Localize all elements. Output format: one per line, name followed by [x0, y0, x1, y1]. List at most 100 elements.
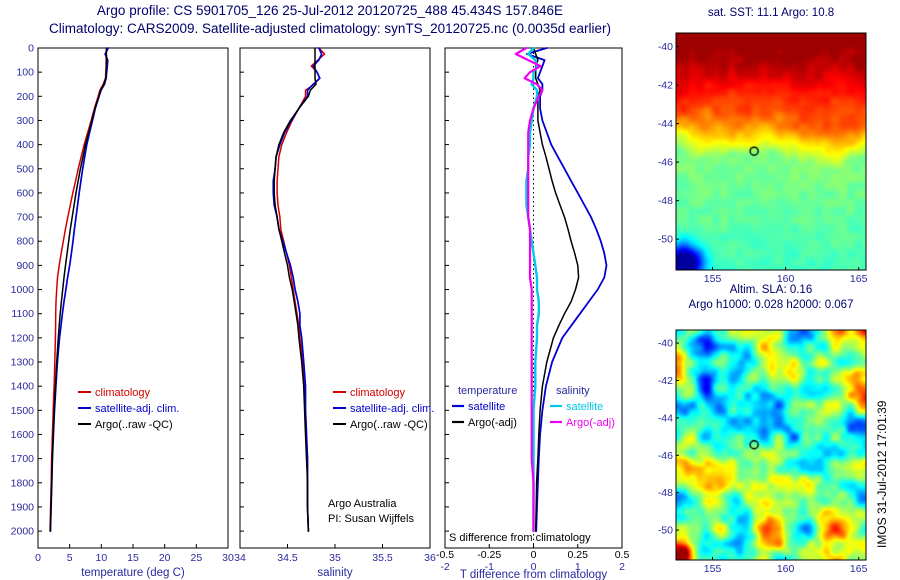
x-tick-label: 0	[35, 552, 41, 564]
y-tick-label: 1200	[11, 332, 35, 344]
sla-map-title-line-2: Argo h1000: 0.028 h2000: 0.067	[688, 299, 854, 311]
y-tick-label: 0	[28, 43, 34, 55]
map-y-tick-label: -40	[658, 338, 673, 350]
s-axis-tick-label: 0	[531, 549, 537, 561]
map-y-tick-label: -42	[658, 375, 673, 387]
panel-note: S difference from climatology	[449, 532, 591, 544]
map-x-tick-label: 165	[850, 273, 868, 285]
s-axis-tick-label: -0.5	[436, 549, 454, 561]
y-tick-label: 1600	[11, 429, 35, 441]
y-tick-label: 500	[16, 163, 34, 175]
map-y-tick-label: -48	[658, 195, 673, 207]
t-axis-tick-label: -2	[440, 561, 449, 573]
map-y-tick-label: -46	[658, 157, 673, 169]
map-x-tick-label: 160	[777, 563, 795, 575]
map-y-tick-label: -44	[658, 412, 673, 424]
series-line-satellite-adj-clim-s	[272, 47, 323, 532]
legend-group-header: salinity	[556, 385, 590, 397]
map-y-tick-label: -40	[658, 41, 673, 53]
x-tick-label: 36	[424, 552, 436, 564]
series-line-satellite-t-diff	[526, 47, 608, 532]
x-tick-label: 30	[222, 552, 234, 564]
y-tick-label: 1400	[11, 381, 35, 393]
map-y-tick-label: -50	[658, 234, 673, 246]
y-tick-label: 1300	[11, 357, 35, 369]
s-axis-tick-label: 0.5	[615, 549, 630, 561]
series-line-argo-raw-qc-	[49, 47, 108, 532]
x-axis-label-sal: salinity	[317, 567, 352, 579]
figure-title-line-1: Argo profile: CS 5901705_126 25-Jul-2012…	[96, 3, 564, 18]
y-tick-label: 2000	[11, 526, 35, 538]
map-y-tick-label: -42	[658, 80, 673, 92]
legend-label: climatology	[350, 387, 406, 399]
s-axis-tick-label: 0.25	[568, 549, 589, 561]
y-tick-label: 300	[16, 115, 34, 127]
y-tick-label: 900	[16, 260, 34, 272]
x-tick-label: 10	[95, 552, 107, 564]
axis-box-temp	[37, 47, 229, 549]
t-axis-tick-label: -1	[485, 561, 494, 573]
panel-note: PI: Susan Wijffels	[328, 513, 414, 525]
sst-map-title: sat. SST: 11.1 Argo: 10.8	[707, 7, 835, 19]
y-tick-label: 1700	[11, 453, 35, 465]
legend-label: satellite	[468, 401, 505, 413]
t-axis-tick-label: 0	[531, 561, 537, 573]
series-line-argo-t-diff	[532, 47, 580, 532]
series-line-satellite-adj-clim-	[49, 47, 110, 532]
timestamp-watermark: IMOS 31-Jul-2012 17:01:39	[875, 400, 889, 548]
t-axis-tick-label: 2	[619, 561, 625, 573]
x-tick-label: 20	[159, 552, 171, 564]
legend-label: satellite-adj. clim.	[350, 403, 434, 415]
figure-title-line-2: Climatology: CARS2009. Satellite-adjuste…	[48, 21, 612, 36]
series-line-argo-s-diff	[514, 46, 544, 533]
legend-label: Argo(..raw -QC)	[95, 419, 173, 431]
series-line-climatology	[49, 47, 108, 532]
x-axis-label-temp: temperature (deg C)	[81, 567, 185, 579]
y-tick-label: 1900	[11, 501, 35, 513]
series-line-argo-raw-s	[273, 47, 317, 532]
y-tick-label: 400	[16, 139, 34, 151]
x-tick-label: 5	[67, 552, 73, 564]
panel-note: Argo Australia	[328, 498, 397, 510]
map-x-tick-label: 155	[704, 273, 722, 285]
s-axis-tick-label: -0.25	[477, 549, 501, 561]
y-tick-label: 800	[16, 236, 34, 248]
x-tick-label: 34	[234, 552, 246, 564]
x-tick-label: 35	[329, 552, 341, 564]
legend-label: climatology	[95, 387, 151, 399]
map-x-tick-label: 155	[704, 563, 722, 575]
y-tick-label: 1000	[11, 284, 35, 296]
y-tick-label: 1800	[11, 477, 35, 489]
y-tick-label: 200	[16, 91, 34, 103]
legend-label: Argo(..raw -QC)	[350, 419, 428, 431]
map-y-tick-label: -46	[658, 450, 673, 462]
axis-box-sal	[239, 47, 431, 549]
sst-map-image	[676, 33, 866, 270]
map-y-tick-label: -48	[658, 487, 673, 499]
legend-group-header: temperature	[458, 385, 517, 397]
x-tick-label: 15	[127, 552, 139, 564]
map-x-tick-label: 165	[850, 563, 868, 575]
map-box-sst	[675, 32, 867, 271]
legend-label: satellite	[566, 401, 603, 413]
y-tick-label: 1100	[11, 308, 34, 320]
x-axis-label-diff: T difference from climatology	[460, 569, 607, 580]
map-x-tick-label: 160	[777, 273, 795, 285]
series-line-climatology-s	[276, 47, 326, 532]
map-box-sla	[675, 329, 867, 561]
y-tick-label: 700	[16, 212, 34, 224]
sla-map-title-line-1: Altim. SLA: 0.16	[729, 284, 813, 296]
map-y-tick-label: -50	[658, 525, 673, 537]
y-tick-label: 100	[16, 67, 34, 79]
legend-label: Argo(-adj)	[468, 417, 517, 429]
legend-label: Argo(-adj)	[566, 417, 615, 429]
x-tick-label: 34.5	[277, 552, 298, 564]
sla-map-image	[676, 330, 866, 560]
legend-label: satellite-adj. clim.	[95, 403, 179, 415]
y-tick-label: 1500	[11, 405, 35, 417]
t-axis-tick-label: 1	[575, 561, 581, 573]
y-tick-label: 600	[16, 187, 34, 199]
x-tick-label: 35.5	[372, 552, 393, 564]
